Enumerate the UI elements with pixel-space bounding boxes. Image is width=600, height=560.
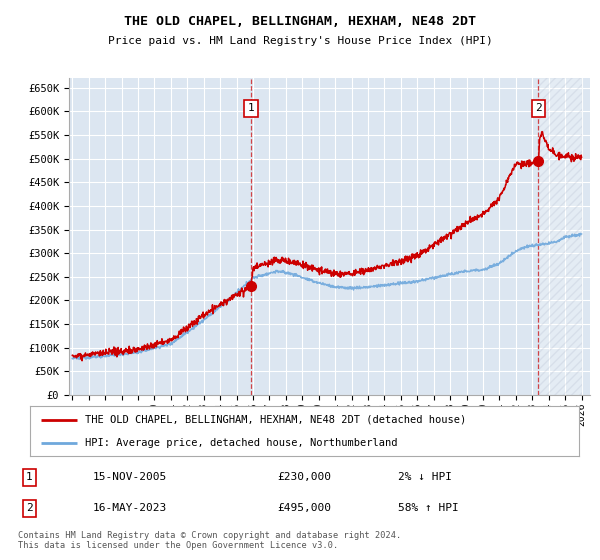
Text: 1: 1 bbox=[248, 104, 254, 114]
Text: 2: 2 bbox=[26, 503, 32, 513]
Text: 58% ↑ HPI: 58% ↑ HPI bbox=[398, 503, 458, 513]
Text: THE OLD CHAPEL, BELLINGHAM, HEXHAM, NE48 2DT: THE OLD CHAPEL, BELLINGHAM, HEXHAM, NE48… bbox=[124, 15, 476, 27]
Text: 2: 2 bbox=[535, 104, 542, 114]
Text: 2% ↓ HPI: 2% ↓ HPI bbox=[398, 473, 452, 482]
Text: Contains HM Land Registry data © Crown copyright and database right 2024.
This d: Contains HM Land Registry data © Crown c… bbox=[18, 531, 401, 550]
Text: £495,000: £495,000 bbox=[277, 503, 331, 513]
Text: £230,000: £230,000 bbox=[277, 473, 331, 482]
Text: 16-MAY-2023: 16-MAY-2023 bbox=[92, 503, 167, 513]
Text: Price paid vs. HM Land Registry's House Price Index (HPI): Price paid vs. HM Land Registry's House … bbox=[107, 36, 493, 46]
Text: 1: 1 bbox=[26, 473, 32, 482]
Text: 15-NOV-2005: 15-NOV-2005 bbox=[92, 473, 167, 482]
Text: HPI: Average price, detached house, Northumberland: HPI: Average price, detached house, Nort… bbox=[85, 438, 397, 448]
Text: THE OLD CHAPEL, BELLINGHAM, HEXHAM, NE48 2DT (detached house): THE OLD CHAPEL, BELLINGHAM, HEXHAM, NE48… bbox=[85, 414, 466, 424]
